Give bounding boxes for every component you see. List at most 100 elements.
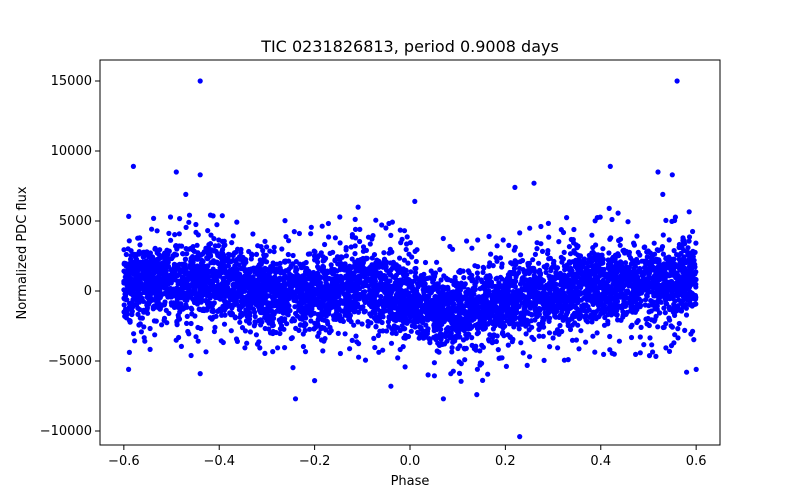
data-point	[209, 316, 215, 322]
data-point	[520, 293, 526, 299]
data-point	[614, 283, 620, 289]
data-point	[365, 318, 371, 325]
data-point	[505, 296, 511, 302]
data-point	[336, 293, 342, 299]
data-point	[399, 280, 405, 286]
data-point	[437, 331, 443, 337]
data-point	[646, 288, 652, 295]
data-point	[433, 336, 439, 342]
data-point	[346, 315, 352, 321]
data-point	[613, 271, 620, 277]
data-point	[542, 292, 548, 298]
data-point	[221, 321, 228, 327]
data-point	[290, 252, 296, 259]
data-point	[481, 319, 487, 325]
data-point	[410, 287, 416, 293]
data-point	[459, 321, 465, 328]
data-point	[344, 300, 350, 306]
data-point	[360, 244, 367, 250]
data-point	[627, 271, 633, 277]
data-point	[129, 311, 135, 318]
data-point	[257, 257, 263, 263]
data-point	[159, 322, 165, 328]
data-point	[246, 289, 252, 295]
data-point	[494, 333, 500, 339]
data-point	[497, 255, 504, 261]
data-point	[546, 318, 552, 324]
data-point	[187, 262, 194, 268]
data-point	[514, 272, 520, 278]
data-point	[578, 271, 584, 277]
data-point	[122, 274, 128, 280]
data-point	[121, 260, 127, 266]
data-point	[163, 283, 169, 289]
data-point	[532, 317, 538, 323]
data-point	[437, 267, 443, 273]
data-point	[663, 296, 669, 302]
data-point	[308, 318, 314, 324]
data-point	[360, 304, 366, 310]
data-point	[638, 324, 644, 330]
data-point	[220, 276, 226, 282]
data-point	[342, 293, 348, 299]
data-point	[135, 235, 141, 241]
data-point	[593, 285, 600, 291]
data-point	[557, 322, 563, 329]
data-point	[246, 298, 252, 304]
data-point	[351, 322, 357, 328]
data-point	[659, 244, 666, 250]
data-point	[488, 251, 494, 257]
data-point	[685, 245, 691, 251]
data-point	[656, 287, 662, 293]
data-point	[307, 251, 313, 257]
data-point	[438, 277, 444, 283]
data-point	[583, 317, 589, 323]
data-point	[567, 251, 574, 257]
data-point	[620, 312, 626, 318]
data-point	[661, 305, 667, 311]
data-point	[182, 256, 189, 262]
data-point	[412, 273, 418, 279]
data-point	[574, 245, 580, 251]
data-point	[441, 296, 448, 302]
data-point	[566, 259, 573, 265]
data-point	[620, 264, 626, 270]
data-point	[264, 244, 270, 250]
data-point	[125, 306, 131, 312]
data-point	[523, 331, 529, 337]
data-point	[339, 298, 345, 304]
data-point	[531, 336, 537, 342]
data-point	[615, 260, 621, 266]
data-point	[641, 258, 647, 264]
data-point	[383, 267, 390, 273]
data-point	[663, 301, 669, 307]
data-point	[307, 326, 313, 332]
data-point	[687, 256, 693, 262]
data-point	[560, 304, 567, 310]
data-point	[365, 276, 371, 282]
data-point	[321, 317, 327, 323]
data-point	[352, 243, 358, 249]
data-point	[628, 255, 634, 261]
data-point	[175, 286, 181, 292]
data-point	[511, 291, 517, 297]
data-point	[566, 244, 573, 250]
data-point	[473, 279, 479, 285]
data-point	[294, 313, 301, 319]
data-point	[331, 296, 337, 302]
data-point	[391, 262, 397, 268]
data-point	[584, 308, 590, 314]
data-point	[669, 256, 675, 262]
data-point	[634, 274, 641, 280]
data-point	[228, 310, 234, 316]
data-point	[228, 328, 234, 334]
data-point	[444, 338, 450, 344]
data-point	[280, 291, 286, 297]
data-point	[514, 321, 520, 327]
data-point	[579, 262, 585, 268]
data-point	[448, 278, 454, 284]
data-point	[572, 313, 578, 319]
data-point	[644, 266, 650, 272]
data-point	[129, 288, 135, 294]
data-point	[546, 310, 552, 316]
